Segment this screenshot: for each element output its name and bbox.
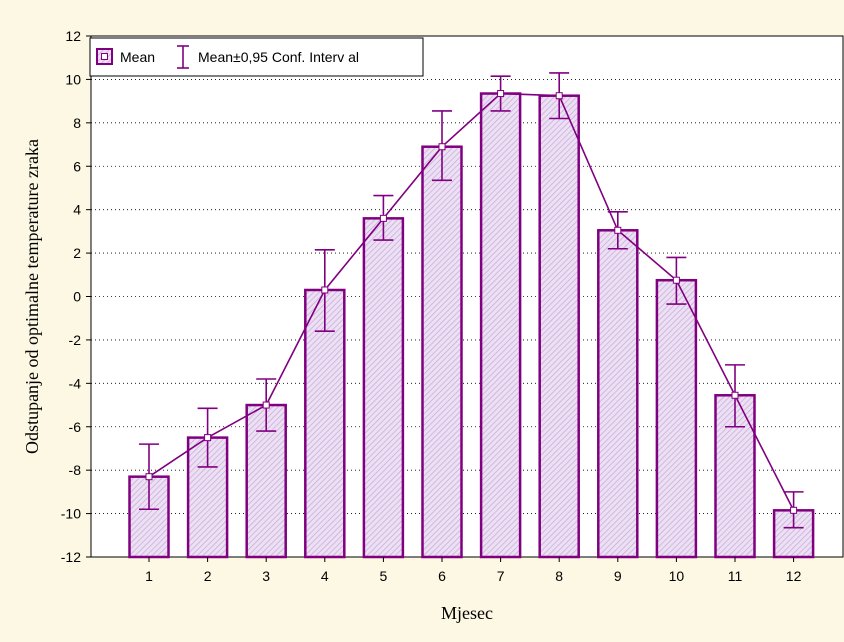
mean-marker[interactable]: [790, 506, 798, 514]
bar[interactable]: [479, 92, 522, 559]
y-tick-label: -8: [69, 462, 82, 478]
x-tick-label: 4: [321, 568, 329, 584]
x-tick-label: 1: [145, 568, 153, 584]
y-tick-label: 12: [65, 28, 81, 44]
legend-mean-label: Mean: [120, 49, 155, 65]
mean-marker[interactable]: [379, 214, 387, 222]
x-tick-label: 9: [614, 568, 622, 584]
legend-box: [89, 37, 424, 77]
y-tick-label: -4: [69, 375, 82, 391]
x-tick-label: 6: [438, 568, 446, 584]
legend-ci-label: Mean±0,95 Conf. Interv al: [198, 49, 359, 65]
x-tick-label: 12: [786, 568, 802, 584]
legend-mean-marker: [101, 53, 108, 60]
x-axis-label: Mjesec: [441, 603, 493, 623]
x-tick-label: 5: [380, 568, 388, 584]
mean-marker[interactable]: [731, 391, 739, 399]
bar[interactable]: [421, 145, 463, 559]
mean-marker[interactable]: [614, 226, 622, 234]
y-tick-label: -12: [61, 549, 81, 565]
x-tick-label: 11: [728, 568, 743, 584]
y-tick-label: -10: [61, 506, 81, 522]
x-tick-label: 3: [262, 568, 270, 584]
bar[interactable]: [362, 217, 405, 559]
y-tick-label: 8: [73, 115, 81, 131]
mean-marker[interactable]: [497, 90, 505, 98]
y-tick-label: 6: [73, 158, 81, 174]
x-tick-label: 8: [555, 568, 563, 584]
mean-marker[interactable]: [321, 286, 329, 294]
y-tick-label: 10: [65, 71, 81, 87]
mean-marker[interactable]: [145, 473, 153, 481]
bar[interactable]: [655, 278, 698, 559]
bar[interactable]: [597, 229, 639, 559]
y-axis-label: Odstupanje od optimalne temperature zrak…: [22, 139, 42, 454]
y-tick-label: -2: [69, 332, 82, 348]
mean-marker[interactable]: [438, 143, 446, 151]
y-tick-label: 4: [73, 202, 81, 218]
x-tick-label: 2: [204, 568, 212, 584]
mean-marker[interactable]: [672, 276, 680, 284]
y-tick-label: 2: [73, 245, 81, 261]
y-tick-label: 0: [73, 289, 81, 305]
mean-marker[interactable]: [204, 434, 212, 442]
x-tick-label: 10: [669, 568, 685, 584]
x-tick-label: 7: [497, 568, 505, 584]
bar[interactable]: [538, 94, 580, 559]
mean-marker[interactable]: [555, 92, 563, 100]
mean-marker[interactable]: [262, 401, 270, 409]
y-tick-label: -6: [69, 419, 82, 435]
mean-line: [148, 92, 795, 511]
